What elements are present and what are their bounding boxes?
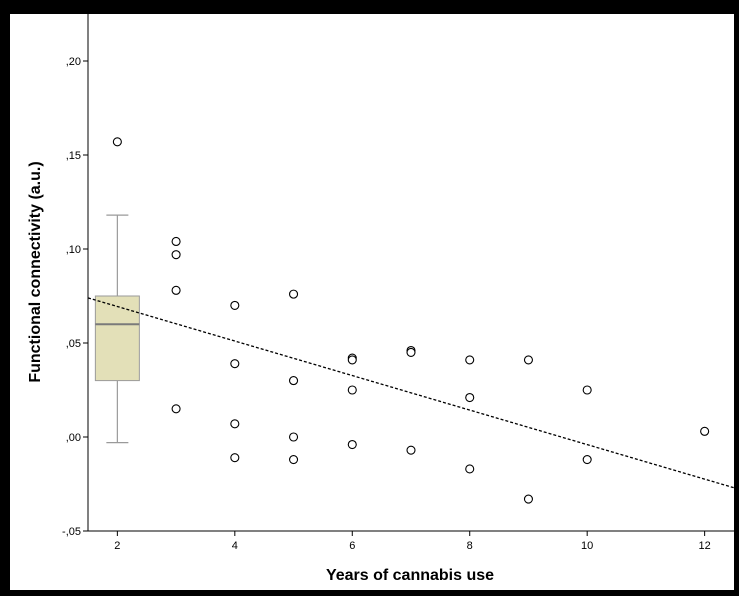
data-point (230, 419, 240, 429)
data-point (465, 464, 475, 474)
data-point (523, 494, 534, 504)
data-point (582, 455, 592, 465)
data-point (288, 289, 299, 299)
y-tick-label: ,10 (66, 244, 81, 256)
data-point (347, 439, 357, 450)
data-point (112, 137, 122, 147)
data-point (230, 359, 240, 369)
y-tick-label: ,00 (66, 432, 81, 444)
fit-line (87, 297, 735, 489)
data-point (465, 392, 475, 403)
data-point (347, 355, 357, 365)
data-point (171, 250, 181, 260)
x-tick-label: 6 (349, 540, 355, 552)
x-tick-label: 10 (581, 540, 593, 552)
y-tick-label: ,05 (66, 338, 81, 350)
data-point (171, 285, 181, 295)
data-point (465, 355, 475, 365)
data-point (288, 376, 299, 386)
x-tick-label: 8 (467, 540, 473, 552)
x-tick-label: 2 (114, 540, 120, 552)
data-point (582, 385, 592, 395)
data-point (171, 404, 181, 414)
x-tick-label: 4 (232, 540, 238, 552)
plot-layer: -,05 ,00 ,05 ,10 ,15 ,20 2 4 6 8 10 12 (62, 14, 735, 552)
y-tick-label: -,05 (62, 526, 81, 538)
x-axis-label: Years of cannabis use (326, 567, 494, 584)
boxplot-box (94, 295, 140, 382)
data-point (523, 355, 534, 365)
x-tick-label: 12 (699, 540, 711, 552)
data-point (288, 455, 299, 465)
data-point (230, 453, 240, 463)
data-point (288, 432, 299, 442)
data-point (700, 426, 710, 436)
y-axis-label: Functional connectivity (a.u.) (27, 161, 44, 382)
data-point (230, 300, 240, 310)
y-tick-label: ,15 (66, 150, 81, 162)
data-point (171, 236, 181, 247)
data-point (406, 445, 416, 455)
y-tick-label: ,20 (66, 56, 81, 68)
data-point (347, 385, 357, 395)
data-point (406, 347, 416, 357)
